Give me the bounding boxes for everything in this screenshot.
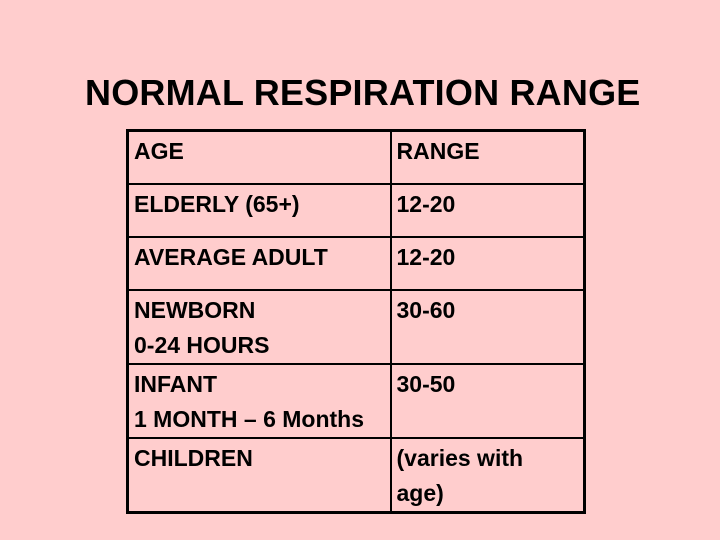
- header-range-label: RANGE: [396, 138, 480, 164]
- page-title: NORMAL RESPIRATION RANGE: [85, 72, 641, 113]
- range-cell-text: (varies with: [396, 444, 524, 471]
- age-cell-text: INFANT: [134, 370, 218, 397]
- range-cell-children: (varies with age): [389, 436, 586, 513]
- range-cell-text: 12-20: [396, 190, 456, 217]
- range-cell-infant: 30-50: [389, 362, 586, 439]
- range-cell-average-adult: 12-20: [389, 235, 586, 291]
- age-cell-elderly: ELDERLY (65+): [126, 182, 392, 238]
- age-cell-text: NEWBORN: [134, 296, 256, 323]
- range-cell-text: age): [396, 479, 444, 506]
- age-cell-text: AVERAGE ADULT: [134, 243, 328, 270]
- respiration-range-table: AGE RANGE ELDERLY (65+) 12-20 AVERAGE AD…: [126, 129, 586, 514]
- range-cell-newborn: 30-60: [389, 288, 586, 365]
- age-cell-text: 1 MONTH – 6 Months: [134, 405, 365, 432]
- table-header-row: AGE RANGE: [126, 129, 586, 185]
- table-row: INFANT 1 MONTH – 6 Months 30-50: [126, 362, 586, 439]
- table-row: ELDERLY (65+) 12-20: [126, 182, 586, 238]
- age-cell-infant: INFANT 1 MONTH – 6 Months: [126, 362, 392, 439]
- age-cell-newborn: NEWBORN 0-24 HOURS: [126, 288, 392, 365]
- range-cell-text: 30-50: [396, 370, 456, 397]
- table-row: CHILDREN (varies with age): [126, 436, 586, 513]
- table-row: AVERAGE ADULT 12-20: [126, 235, 586, 291]
- range-cell-elderly: 12-20: [389, 182, 586, 238]
- table-row: NEWBORN 0-24 HOURS 30-60: [126, 288, 586, 365]
- age-cell-text: ELDERLY (65+): [134, 190, 300, 217]
- column-header-age: AGE: [126, 129, 392, 185]
- age-cell-average-adult: AVERAGE ADULT: [126, 235, 392, 291]
- age-cell-text: CHILDREN: [134, 444, 253, 471]
- header-age-label: AGE: [134, 138, 184, 164]
- range-cell-text: 12-20: [396, 243, 456, 270]
- column-header-range: RANGE: [389, 129, 586, 185]
- age-cell-children: CHILDREN: [126, 436, 392, 513]
- range-cell-text: 30-60: [396, 296, 456, 323]
- age-cell-text: 0-24 HOURS: [134, 331, 270, 358]
